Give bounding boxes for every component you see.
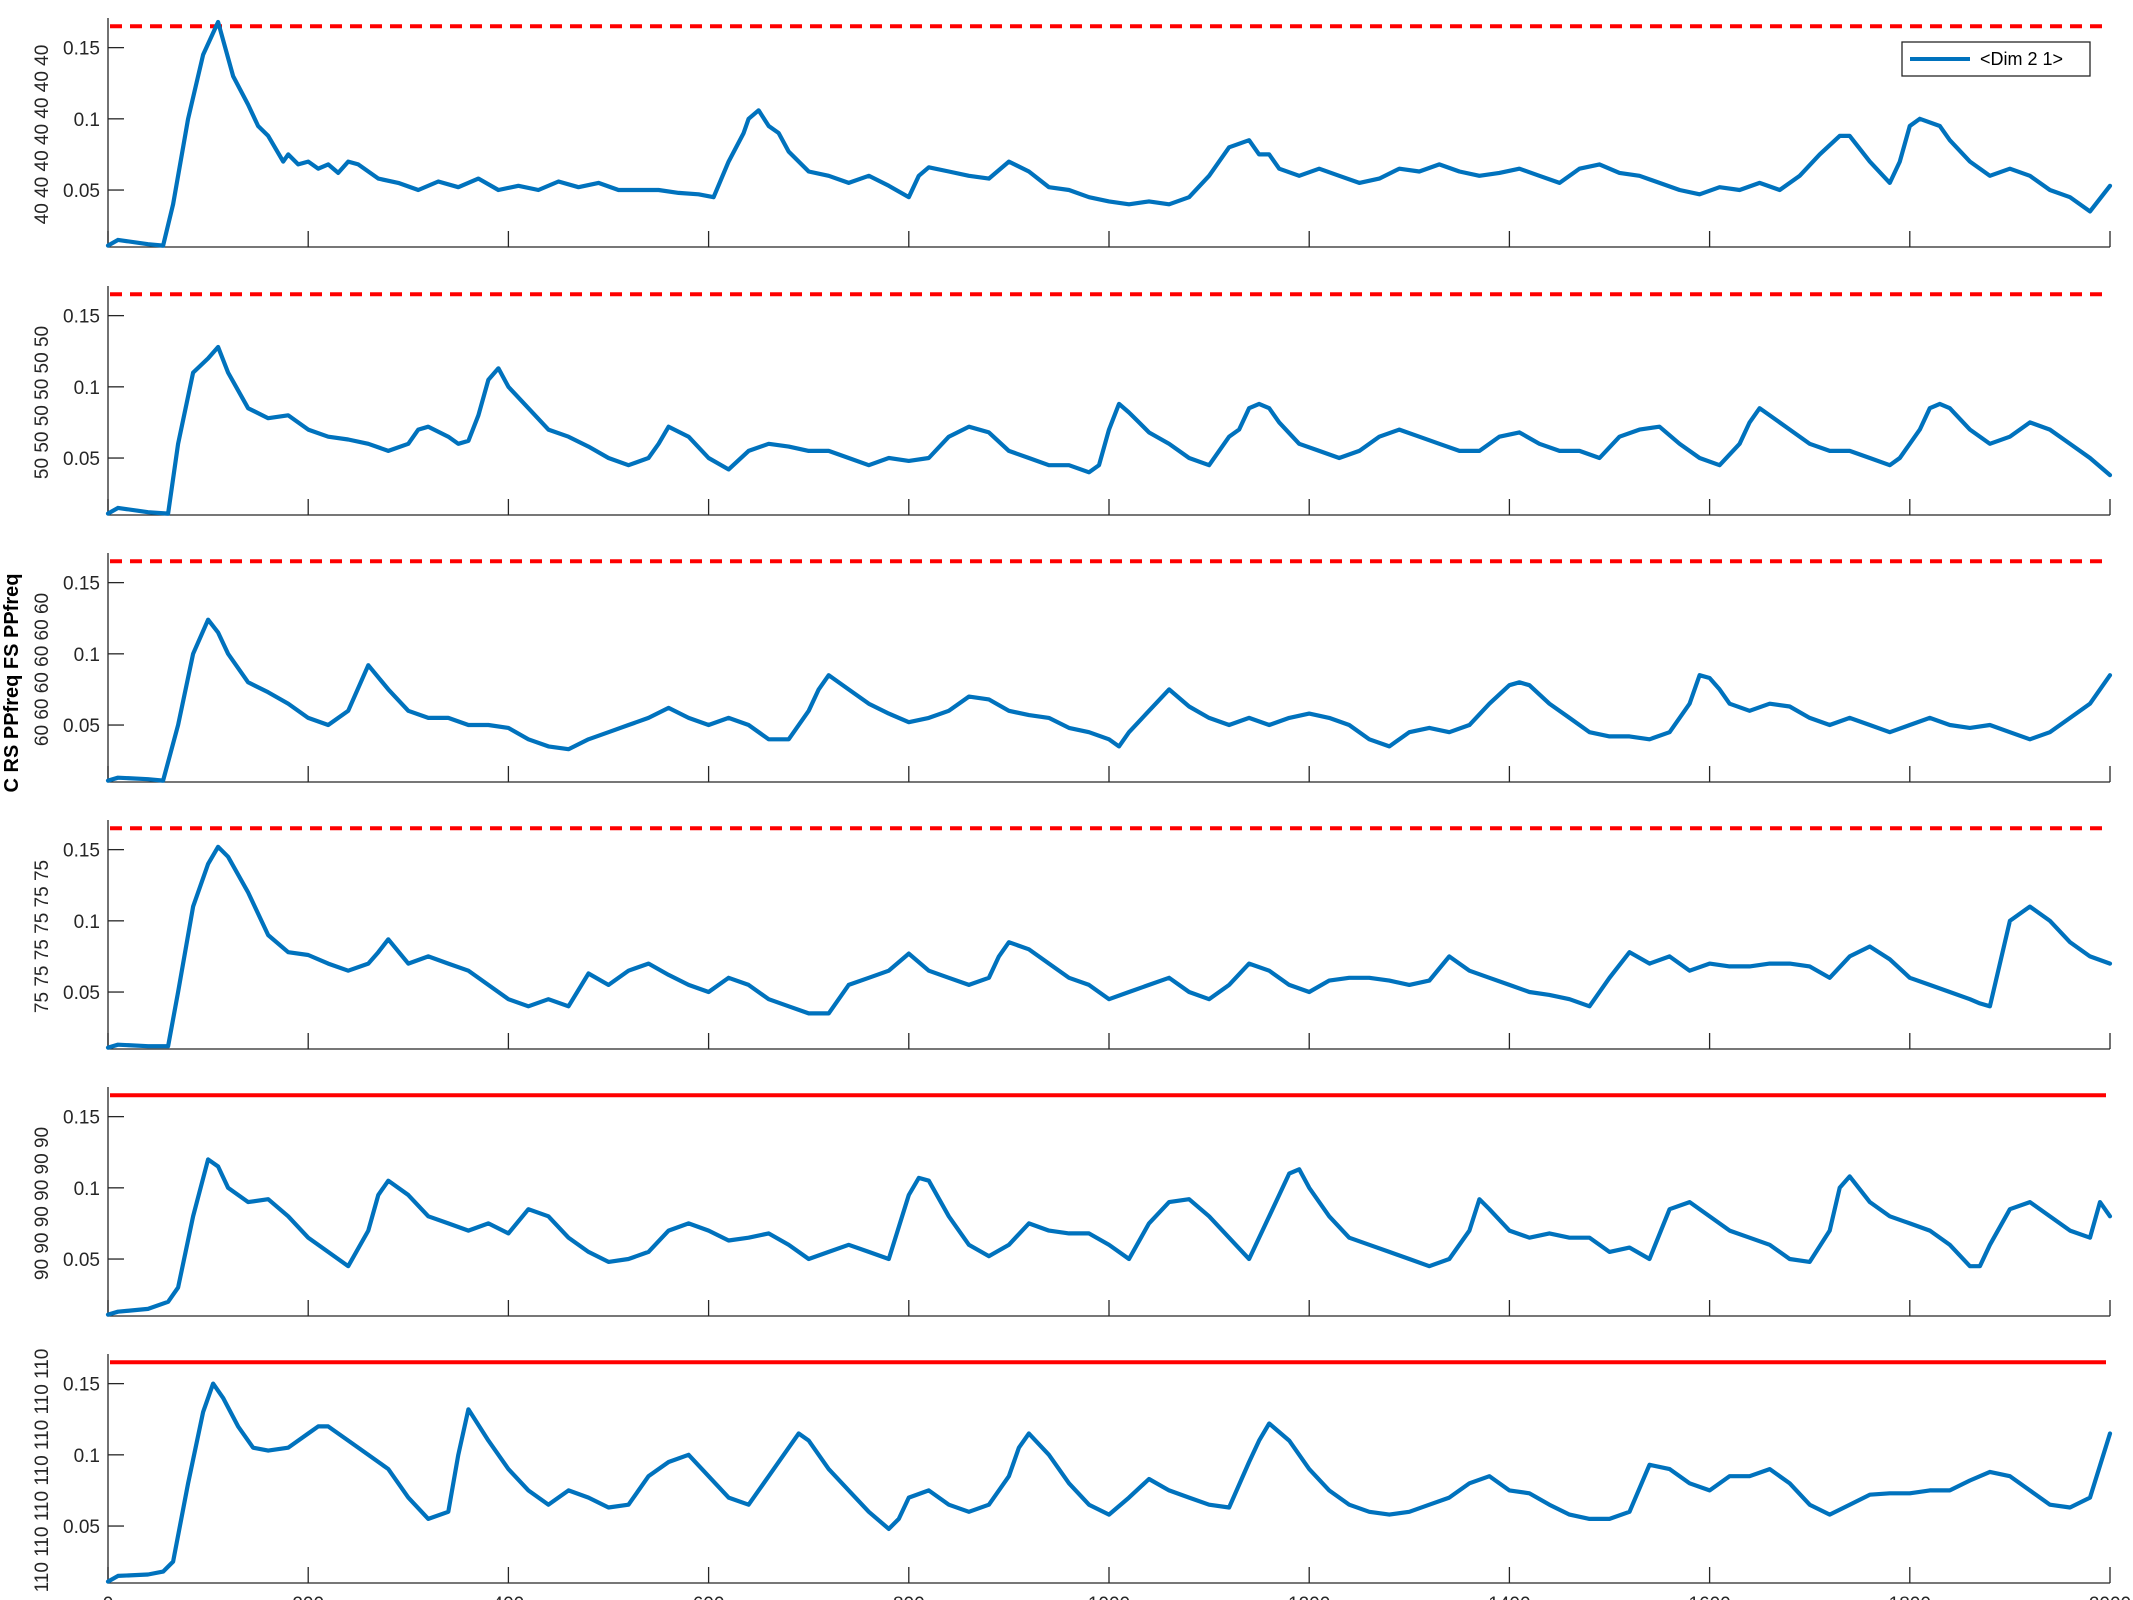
y-tick-label: 0.15 <box>63 39 100 60</box>
legend-entry: <Dim 2 1> <box>1980 49 2063 69</box>
y-tick-label: 0.1 <box>74 378 100 399</box>
x-tick-label: 1800 <box>1889 1594 1931 1600</box>
x-tick-label: 1000 <box>1088 1594 1130 1600</box>
legend: <Dim 2 1> <box>1901 41 2091 77</box>
y-tick-label: 0.05 <box>63 181 100 202</box>
subplot-2: 0.05 0.1 0.15 50 50 50 50 50 50 <box>32 286 2113 516</box>
x-tick-label: 1200 <box>1288 1594 1330 1600</box>
x-tick-label: 600 <box>693 1594 725 1600</box>
subplot-6: 0.05 0.1 0.15 110 110 110 110 110 110 110 <box>32 1349 2113 1593</box>
series-line <box>105 617 2113 783</box>
x-tick-label: 0 <box>103 1594 114 1600</box>
x-tick-labels: 0 200 400 600 800 1000 1200 1400 1600 1800 2000 <box>103 1594 2131 1600</box>
y-tick-label: 0.1 <box>74 110 100 131</box>
x-tick-label: 400 <box>493 1594 525 1600</box>
series-line <box>105 844 2113 1050</box>
subplot-3: 0.05 0.1 0.15 60 60 60 60 60 60 <box>32 553 2113 783</box>
panel-side-label: 75 75 75 75 75 75 <box>32 860 53 1013</box>
subplot-1: 0.05 0.1 0.15 40 40 40 40 40 40 40 <box>32 18 2113 248</box>
x-tick-label: 1400 <box>1488 1594 1530 1600</box>
panel-side-label: 60 60 60 60 60 60 <box>32 593 53 746</box>
series-line <box>105 1157 2113 1317</box>
y-tick-label: 0.05 <box>63 449 100 470</box>
y-tick-label: 0.05 <box>63 1517 100 1538</box>
y-tick-label: 0.1 <box>74 645 100 666</box>
series-line <box>105 1381 2113 1584</box>
y-tick-label: 0.15 <box>63 574 100 595</box>
x-tick-label: 1600 <box>1688 1594 1730 1600</box>
panel-side-label: 50 50 50 50 50 50 <box>32 326 53 479</box>
y-tick-label: 0.1 <box>74 1179 100 1200</box>
panel-side-label: 90 90 90 90 90 90 <box>32 1127 53 1280</box>
y-tick-label: 0.05 <box>63 716 100 737</box>
y-tick-label: 0.05 <box>63 1250 100 1271</box>
panel-side-label: 40 40 40 40 40 40 40 <box>32 45 53 225</box>
subplot-4: 0.05 0.1 0.15 75 75 75 75 75 75 <box>32 820 2113 1050</box>
x-tick-label: 200 <box>292 1594 324 1600</box>
figure-ylabel: C RS PPfreq FS PPfreq <box>1 574 23 793</box>
series-line <box>105 344 2113 516</box>
subplot-5: 0.05 0.1 0.15 90 90 90 90 90 90 <box>32 1087 2113 1317</box>
y-tick-label: 0.15 <box>63 1108 100 1129</box>
y-tick-label: 0.1 <box>74 912 100 933</box>
y-tick-label: 0.15 <box>63 841 100 862</box>
y-tick-label: 0.15 <box>63 1375 100 1396</box>
legend-box <box>1901 41 2091 77</box>
series-line <box>105 19 2113 248</box>
panel-side-label: 110 110 110 110 110 110 110 <box>32 1349 53 1593</box>
y-tick-label: 0.15 <box>63 307 100 328</box>
x-tick-label: 800 <box>893 1594 925 1600</box>
y-tick-label: 0.1 <box>74 1446 100 1467</box>
y-tick-label: 0.05 <box>63 983 100 1004</box>
x-tick-label: 2000 <box>2089 1594 2131 1600</box>
